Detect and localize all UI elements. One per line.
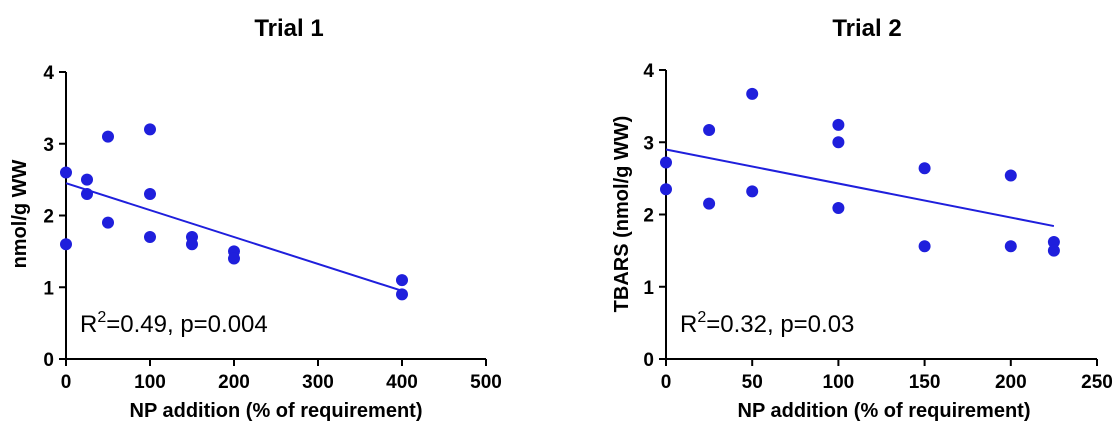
trial-1-y-tick-label: 1: [43, 278, 54, 299]
trial-2-y-tick-label: 0: [643, 350, 654, 371]
trial-1-y-tick-label: 3: [43, 135, 54, 156]
trial-2-data-point: [832, 118, 845, 131]
trial-1-x-tick-label: 100: [134, 372, 166, 393]
trial-2-y-tick-label: 4: [643, 61, 654, 82]
trial-2-r2-text: R2=0.32, p=0.03: [680, 309, 854, 338]
trial-2-x-axis-label: NP addition (% of requirement): [738, 400, 1031, 422]
trial-1-r2-suffix: =0.49, p=0.004: [106, 311, 267, 338]
trial-1-x-tick-label: 300: [302, 372, 334, 393]
trial-1-y-tick-label: 2: [43, 207, 54, 228]
trial-2-data-point: [832, 201, 845, 214]
trial-2-data-point: [703, 123, 716, 136]
trial-1-data-point: [396, 274, 408, 287]
trial-2-data-point: [746, 185, 759, 198]
trial-1-x-tick-label: 500: [470, 372, 502, 393]
trial-2-x-tick-label: 150: [909, 372, 941, 393]
trial-1-data-point: [186, 238, 198, 251]
trial-2-y-axis-label: TBARS (nmol/g WW): [611, 116, 633, 313]
trial-1-data-point: [60, 166, 72, 179]
trial-2-x-tick-label: 100: [823, 372, 855, 393]
trial-1-y-axis-label: nmol/g WW: [9, 159, 31, 268]
trial-2-data-point: [660, 156, 672, 169]
trial-1-data-point: [102, 130, 114, 143]
trial-2-data-point: [1047, 244, 1060, 257]
trial-2-x-tick-label: 50: [742, 372, 763, 393]
trial-2-x-tick-label: 200: [995, 372, 1027, 393]
trial-1-x-tick-label: 200: [218, 372, 250, 393]
trial-2-data-point: [918, 240, 931, 253]
trial-1-data-point: [144, 123, 156, 136]
trial-1-r2-prefix: R: [80, 311, 97, 338]
trial-2-x-tick-label: 0: [661, 372, 672, 393]
trial-2-annotation: R2=0.32, p=0.03: [680, 309, 854, 338]
trial-2-data-point: [1004, 169, 1017, 182]
trial-1-x-tick-label: 0: [61, 372, 72, 393]
trial-2-data-point: [1004, 240, 1017, 253]
trial-2-data-point: [918, 162, 931, 175]
trial-1-title: Trial 1: [254, 15, 323, 42]
trial-1-data-point: [81, 173, 93, 186]
trial-1-data-point: [228, 252, 240, 265]
trial-2-data-point: [660, 183, 672, 196]
trial-1-chart: Trial 1 NP addition (% of requirement) n…: [9, 15, 502, 422]
trial-2-chart: Trial 2 NP addition (% of requirement) T…: [611, 15, 1113, 422]
trial-1-data-point: [144, 231, 156, 244]
trial-2-regression-line: [665, 148, 1055, 228]
trial-2-x-tick-label: 250: [1081, 372, 1113, 393]
trial-2-r2-suffix: =0.32, p=0.03: [706, 311, 854, 338]
trial-1-r2-text: R2=0.49, p=0.004: [80, 309, 268, 338]
trial-1-data-point: [144, 187, 156, 200]
trial-1-data-point: [81, 187, 93, 200]
trial-2-y-tick-label: 1: [643, 278, 654, 299]
trial-2-y-tick-label: 3: [643, 133, 654, 154]
trial-2-title: Trial 2: [832, 15, 901, 42]
trial-1-data-point: [102, 216, 114, 229]
trial-2-data-point: [832, 136, 845, 149]
trial-1-data-point: [396, 288, 408, 301]
trial-1-x-tick-label: 400: [386, 372, 418, 393]
trial-2-data-point: [746, 87, 759, 100]
trial-2-r2-superscript: 2: [697, 309, 706, 326]
trial-2-data-point: [1047, 235, 1060, 248]
trial-1-regression-line: [65, 182, 403, 292]
trial-1-r2-superscript: 2: [97, 309, 106, 326]
trial-1-annotation: R2=0.49, p=0.004: [80, 309, 268, 338]
trial-2-y-tick-label: 2: [643, 206, 654, 227]
trial-1-data-point: [60, 238, 72, 251]
trial-2-data-point: [703, 197, 716, 210]
trial-1-y-tick-label: 0: [43, 350, 54, 371]
trial-1-y-tick-label: 4: [43, 63, 54, 84]
trial-1-x-axis-label: NP addition (% of requirement): [130, 400, 423, 422]
trial-2-r2-prefix: R: [680, 311, 697, 338]
